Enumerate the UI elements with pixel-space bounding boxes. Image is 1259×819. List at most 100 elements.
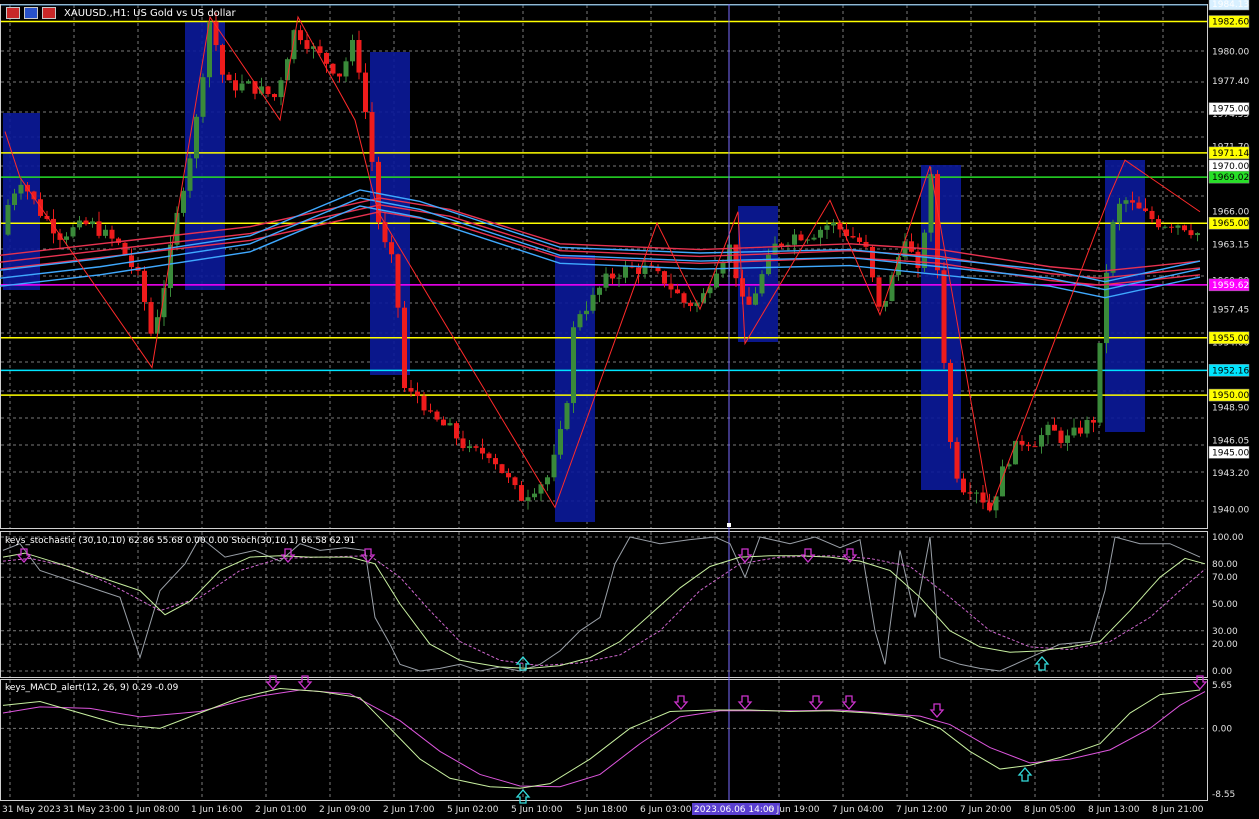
price-level-tag-text: 1975.00 [1212, 105, 1249, 115]
candle-body [1175, 225, 1181, 228]
candle-body [779, 243, 784, 246]
signal-down-arrow-icon [737, 695, 753, 710]
candle-body [90, 221, 95, 225]
flag-icon[interactable] [24, 7, 38, 19]
time-axis-label: 7 Jun 20:00 [960, 805, 1012, 815]
chart-title: XAUUSD.,H1: US Gold vs US dollar [64, 7, 236, 19]
candle-body [941, 270, 947, 363]
stochastic-raw-line [2, 536, 1201, 672]
candle-body [551, 454, 557, 478]
candle-body [603, 273, 609, 288]
candle-body [174, 212, 180, 245]
candle-body [454, 423, 459, 439]
candle-body [246, 81, 251, 84]
candle-body [1065, 435, 1070, 443]
candle-body [974, 492, 979, 494]
ema-blue-line [0, 205, 1201, 299]
signal-down-arrow-icon [737, 548, 753, 563]
candle-body [980, 492, 986, 503]
candle-body [1058, 430, 1064, 443]
time-axis-label: 2 Jun 09:00 [319, 805, 371, 815]
time-cursor-tag [692, 803, 780, 815]
candle-body [805, 239, 810, 241]
ema-red-line [0, 211, 1201, 286]
candle-body [278, 80, 284, 98]
candle-body [577, 314, 583, 328]
candle-body [876, 277, 882, 307]
stochastic-tick-label: 30.00 [1212, 627, 1238, 637]
price-level-tag-text: 1969.02 [1212, 173, 1249, 183]
signal-down-arrow-icon [360, 548, 376, 563]
candle-body [616, 277, 622, 279]
stochastic-tick-label: 0.00 [1212, 667, 1232, 677]
candle-body [538, 484, 544, 494]
candle-body [83, 220, 89, 225]
chart-grid-icon[interactable] [6, 7, 20, 19]
price-tick-label: 1963.15 [1212, 240, 1249, 250]
candle-body [1045, 424, 1051, 436]
time-axis-label: 6 Jun 19:00 [768, 805, 820, 815]
candle-body [844, 229, 849, 237]
candle-body [857, 237, 862, 242]
price-level-tag [1208, 102, 1250, 115]
candle-body [642, 265, 648, 274]
candle-body [798, 234, 804, 241]
candle-body [1052, 424, 1057, 431]
price-level-tag [1208, 170, 1250, 184]
candle-body [148, 302, 154, 334]
candle-body [473, 446, 479, 448]
chart-type-icon[interactable] [42, 7, 56, 19]
candle-body [1026, 444, 1031, 447]
price-level-tag-text: 1952.16 [1212, 366, 1249, 376]
macd-tick-label: 5.65 [1212, 681, 1232, 691]
price-level-tag-text: 1984.13 [1212, 0, 1249, 10]
signal-down-arrow-icon [16, 548, 32, 563]
supply-demand-zone [921, 165, 961, 490]
candle-body [675, 289, 680, 294]
candle-body [226, 74, 232, 81]
price-tick-label: 1943.20 [1212, 469, 1249, 479]
candle-body [902, 241, 908, 258]
candle-body [1117, 203, 1122, 222]
price-tick-label: 1980.00 [1212, 47, 1249, 57]
candle-body [1123, 200, 1129, 204]
candle-body [915, 251, 921, 268]
candle-body [12, 193, 17, 206]
candle-body [967, 492, 973, 494]
candle-body [662, 271, 667, 284]
candle-body [597, 287, 602, 295]
candle-body [766, 254, 771, 275]
candle-body [291, 30, 297, 60]
candle-body [623, 265, 628, 278]
candle-body [1006, 464, 1012, 467]
price-level-tag-text: 1955.00 [1212, 334, 1249, 344]
crosshair-marker [727, 523, 731, 527]
candle-body [96, 221, 102, 236]
ema-blue-line [0, 197, 1201, 291]
stochastic-tick-label: 100.00 [1212, 533, 1244, 543]
time-axis-label: 2 Jun 17:00 [383, 805, 435, 815]
price-level-tag-text: 1970.00 [1212, 162, 1249, 172]
price-level-tag [1208, 146, 1250, 160]
zigzag-line [4, 15, 1201, 513]
candle-body [1013, 440, 1018, 465]
time-axis-label: 5 Jun 02:00 [447, 805, 499, 815]
candle-body [44, 215, 50, 219]
candle-body [116, 238, 121, 243]
candle-body [122, 242, 128, 256]
candle-body [993, 496, 999, 511]
candle-body [1136, 202, 1142, 209]
macd-tick-label: 0.00 [1212, 724, 1232, 734]
candle-body [415, 391, 420, 396]
time-axis-label-highlighted: 2023.06.06 14:00 [694, 805, 775, 815]
candle-body [772, 243, 778, 255]
price-level-tag-text: 1982.60 [1212, 18, 1249, 28]
price-level-tag [1208, 15, 1250, 28]
candle-body [1000, 466, 1005, 497]
price-level-tag [1208, 0, 1250, 11]
price-level-tag-text: 1965.00 [1212, 219, 1249, 229]
main-pane [0, 4, 1208, 529]
candle-body [1091, 420, 1096, 423]
candle-body [441, 419, 446, 426]
